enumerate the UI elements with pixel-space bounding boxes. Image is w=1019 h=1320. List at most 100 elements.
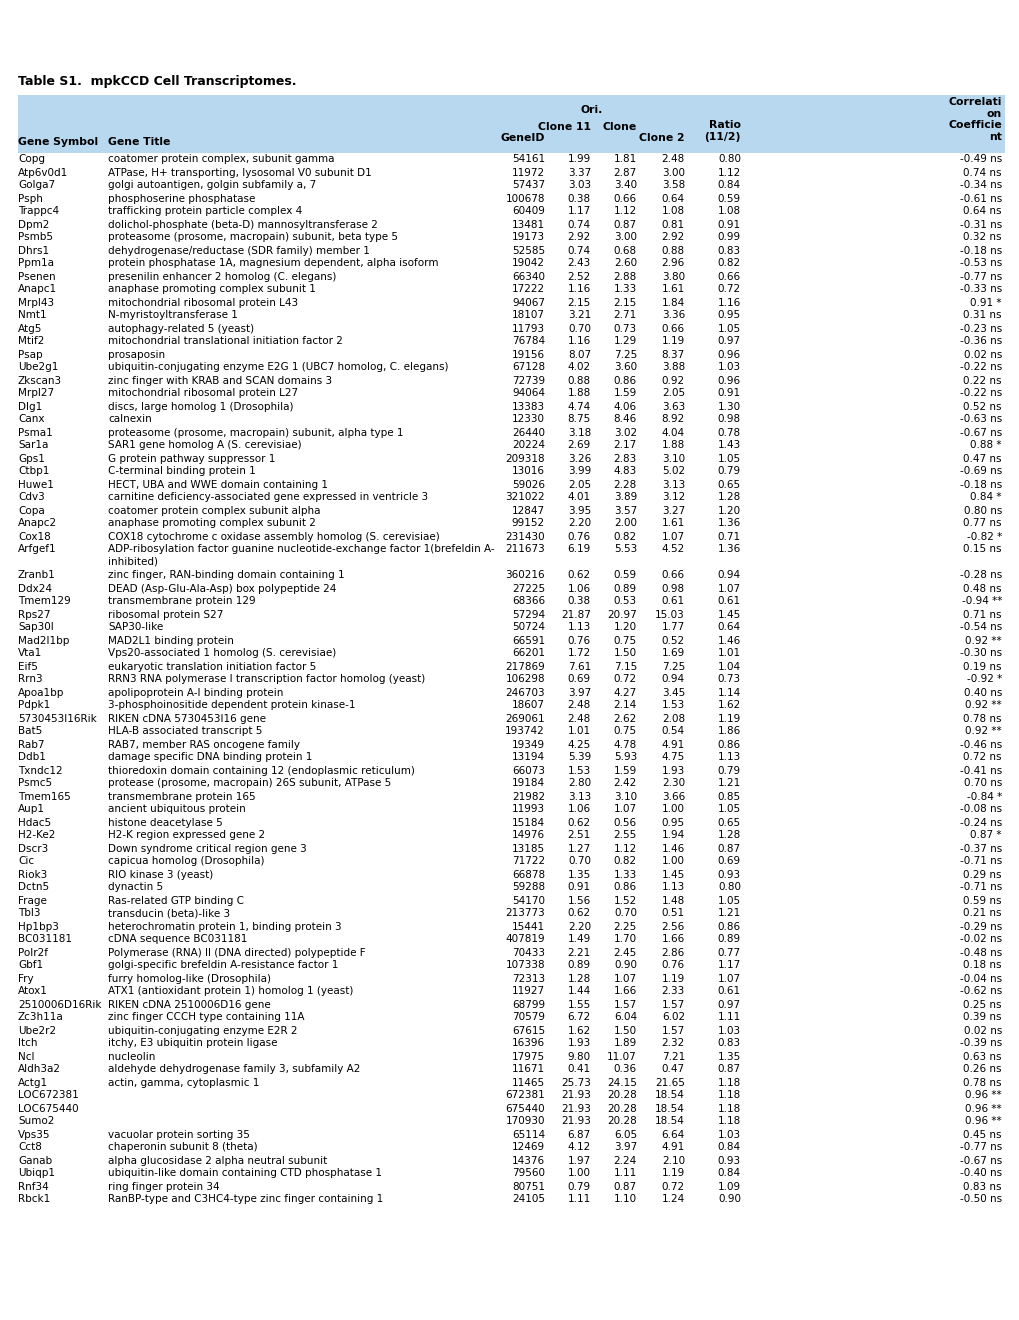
Text: 13185: 13185 xyxy=(512,843,544,854)
Text: 1.03: 1.03 xyxy=(717,363,740,372)
Text: 0.95: 0.95 xyxy=(717,310,740,321)
Text: 79560: 79560 xyxy=(512,1168,544,1179)
Text: Ras-related GTP binding C: Ras-related GTP binding C xyxy=(108,895,244,906)
Text: 67128: 67128 xyxy=(512,363,544,372)
Text: -0.82 *: -0.82 * xyxy=(966,532,1001,541)
Text: Ctbp1: Ctbp1 xyxy=(18,466,49,477)
Text: 1.01: 1.01 xyxy=(568,726,590,737)
Text: 0.63 ns: 0.63 ns xyxy=(963,1052,1001,1061)
Text: 0.79: 0.79 xyxy=(717,766,740,776)
Text: 1.93: 1.93 xyxy=(661,766,685,776)
Text: 59288: 59288 xyxy=(512,883,544,892)
Text: 4.12: 4.12 xyxy=(568,1143,590,1152)
Text: 17222: 17222 xyxy=(512,285,544,294)
Text: 0.19 ns: 0.19 ns xyxy=(963,661,1001,672)
Text: 0.83: 0.83 xyxy=(717,1039,740,1048)
Text: 1.35: 1.35 xyxy=(568,870,590,879)
Text: Hdac5: Hdac5 xyxy=(18,817,51,828)
Text: 1.05: 1.05 xyxy=(717,323,740,334)
Text: 0.84: 0.84 xyxy=(717,1143,740,1152)
Text: Tmem129: Tmem129 xyxy=(18,597,70,606)
Text: 1.00: 1.00 xyxy=(661,804,685,814)
Text: 1.01: 1.01 xyxy=(717,648,740,659)
Text: 3.88: 3.88 xyxy=(661,363,685,372)
Text: 72739: 72739 xyxy=(512,375,544,385)
Text: 1.21: 1.21 xyxy=(717,779,740,788)
Text: -0.33 ns: -0.33 ns xyxy=(959,285,1001,294)
Text: -0.22 ns: -0.22 ns xyxy=(959,363,1001,372)
Text: 57294: 57294 xyxy=(512,610,544,619)
Text: 3.36: 3.36 xyxy=(661,310,685,321)
Text: eukaryotic translation initiation factor 5: eukaryotic translation initiation factor… xyxy=(108,661,316,672)
Text: 360216: 360216 xyxy=(504,570,544,581)
Text: 0.98: 0.98 xyxy=(661,583,685,594)
Text: 21.93: 21.93 xyxy=(560,1117,590,1126)
Text: prosaposin: prosaposin xyxy=(108,350,165,359)
Text: dynactin 5: dynactin 5 xyxy=(108,883,163,892)
Text: 7.25: 7.25 xyxy=(661,661,685,672)
Text: 1.09: 1.09 xyxy=(717,1181,740,1192)
Text: 0.66: 0.66 xyxy=(661,570,685,581)
Text: zinc finger with KRAB and SCAN domains 3: zinc finger with KRAB and SCAN domains 3 xyxy=(108,375,332,385)
Text: 1.07: 1.07 xyxy=(717,974,740,983)
Text: anaphase promoting complex subunit 2: anaphase promoting complex subunit 2 xyxy=(108,519,316,528)
Text: 0.21 ns: 0.21 ns xyxy=(963,908,1001,919)
Text: 0.88: 0.88 xyxy=(568,375,590,385)
Text: 18.54: 18.54 xyxy=(654,1117,685,1126)
Text: 0.54: 0.54 xyxy=(661,726,685,737)
Text: 1.99: 1.99 xyxy=(568,154,590,165)
Text: 0.80 ns: 0.80 ns xyxy=(963,506,1001,516)
Text: 0.59: 0.59 xyxy=(717,194,740,203)
Text: 0.95: 0.95 xyxy=(661,817,685,828)
Text: 407819: 407819 xyxy=(504,935,544,945)
Text: 4.91: 4.91 xyxy=(661,1143,685,1152)
Text: 1.70: 1.70 xyxy=(613,935,637,945)
Text: calnexin: calnexin xyxy=(108,414,152,425)
Text: 2.00: 2.00 xyxy=(613,519,637,528)
Text: Polr2f: Polr2f xyxy=(18,948,48,957)
Text: 217869: 217869 xyxy=(504,661,544,672)
Text: 0.89: 0.89 xyxy=(613,583,637,594)
Text: 2.25: 2.25 xyxy=(613,921,637,932)
Text: -0.67 ns: -0.67 ns xyxy=(959,428,1001,437)
Text: Nmt1: Nmt1 xyxy=(18,310,47,321)
Text: 3.57: 3.57 xyxy=(613,506,637,516)
Text: 1.57: 1.57 xyxy=(661,1026,685,1035)
Text: 675440: 675440 xyxy=(504,1104,544,1114)
Text: Psmb5: Psmb5 xyxy=(18,232,53,243)
Text: 15184: 15184 xyxy=(512,817,544,828)
Text: Sap30l: Sap30l xyxy=(18,623,54,632)
Text: 2510006D16Rik: 2510006D16Rik xyxy=(18,999,102,1010)
Text: 3.18: 3.18 xyxy=(568,428,590,437)
Text: 0.39 ns: 0.39 ns xyxy=(963,1012,1001,1023)
Text: 25.73: 25.73 xyxy=(560,1077,590,1088)
Text: 20.28: 20.28 xyxy=(606,1090,637,1101)
Text: -0.22 ns: -0.22 ns xyxy=(959,388,1001,399)
Text: 1.49: 1.49 xyxy=(568,935,590,945)
Text: 24105: 24105 xyxy=(512,1195,544,1204)
Text: 21.93: 21.93 xyxy=(560,1104,590,1114)
Text: golgi-specific brefeldin A-resistance factor 1: golgi-specific brefeldin A-resistance fa… xyxy=(108,961,338,970)
Text: Aup1: Aup1 xyxy=(18,804,45,814)
Text: Frage: Frage xyxy=(18,895,47,906)
Text: 4.01: 4.01 xyxy=(568,492,590,503)
Text: 1.44: 1.44 xyxy=(568,986,590,997)
Text: Ratio
(11/2): Ratio (11/2) xyxy=(704,120,740,141)
Text: -0.63 ns: -0.63 ns xyxy=(959,414,1001,425)
Text: -0.31 ns: -0.31 ns xyxy=(959,219,1001,230)
Text: 11793: 11793 xyxy=(512,323,544,334)
Text: 15441: 15441 xyxy=(512,921,544,932)
Text: Rbck1: Rbck1 xyxy=(18,1195,50,1204)
Text: 17975: 17975 xyxy=(512,1052,544,1061)
Text: 1.45: 1.45 xyxy=(717,610,740,619)
Text: 54170: 54170 xyxy=(512,895,544,906)
Text: Apoa1bp: Apoa1bp xyxy=(18,688,64,697)
Text: 2.17: 2.17 xyxy=(613,441,637,450)
Text: H2-K region expressed gene 2: H2-K region expressed gene 2 xyxy=(108,830,265,841)
Text: 3.95: 3.95 xyxy=(568,506,590,516)
Text: 27225: 27225 xyxy=(512,583,544,594)
Text: zinc finger, RAN-binding domain containing 1: zinc finger, RAN-binding domain containi… xyxy=(108,570,344,581)
Text: 2.42: 2.42 xyxy=(613,779,637,788)
Text: Cic: Cic xyxy=(18,857,34,866)
Text: 1.07: 1.07 xyxy=(661,532,685,541)
